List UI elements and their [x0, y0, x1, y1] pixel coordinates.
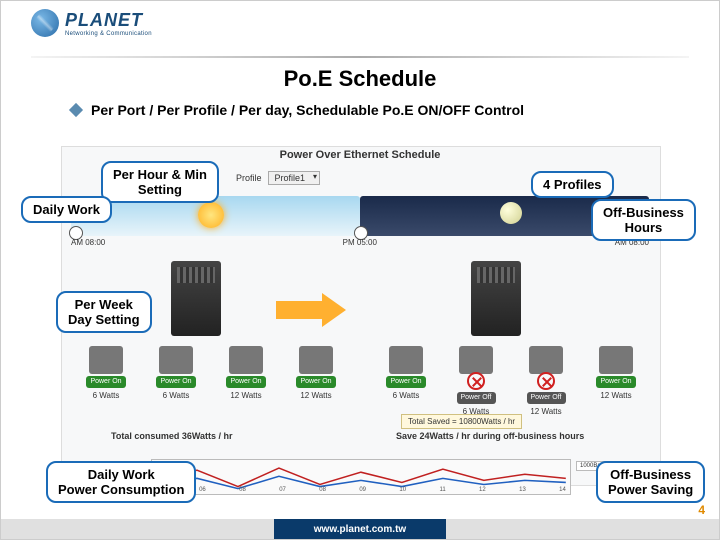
callout-four-profiles: 4 Profiles [531, 171, 614, 198]
power-badge: Power On [296, 376, 335, 388]
brand-tagline: Networking & Communication [65, 31, 152, 37]
callout-off-hours: Off-Business Hours [591, 199, 696, 241]
callout-off-saving: Off-Business Power Saving [596, 461, 705, 503]
ap-icon [529, 346, 563, 374]
callout-daily-work: Daily Work [21, 196, 112, 223]
power-badge: Power On [386, 376, 425, 388]
watts-label: 6 Watts [93, 391, 120, 400]
total-right: Save 24Watts / hr during off-business ho… [396, 431, 584, 441]
watts-label: 12 Watts [300, 391, 331, 400]
arrow-icon [276, 293, 346, 327]
total-left: Total consumed 36Watts / hr [111, 431, 233, 441]
page-number: 4 [698, 503, 705, 517]
power-badge: Power On [86, 376, 125, 388]
brand-name: PLANET [65, 10, 152, 31]
device-item: Power On 12 Watts [216, 346, 276, 436]
phone-icon [89, 346, 123, 374]
time-label-1: AM 08:00 [71, 238, 105, 247]
callout-per-week: Per Week Day Setting [56, 291, 152, 333]
switch-right-icon [471, 261, 521, 336]
callout-daily-power: Daily Work Power Consumption [46, 461, 196, 503]
cross-icon [467, 372, 485, 390]
watts-label: 12 Watts [230, 391, 261, 400]
header-divider [31, 56, 689, 58]
footer-bar: www.planet.com.tw [1, 519, 719, 539]
switch-left-icon [171, 261, 221, 336]
devices-left: Power On 6 Watts Power On 6 Watts Power … [76, 346, 346, 436]
moon-icon [500, 202, 522, 224]
device-item: Power On 6 Watts [146, 346, 206, 436]
device-item: Power On 6 Watts [76, 346, 136, 436]
globe-icon [31, 9, 59, 37]
brand-header: PLANET Networking & Communication [31, 9, 152, 37]
page-title: Po.E Schedule [1, 66, 719, 92]
cross-icon [537, 372, 555, 390]
profile-selector: Profile Profile1 [236, 171, 320, 185]
watts-label: 12 Watts [530, 407, 561, 416]
callout-per-hour: Per Hour & Min Setting [101, 161, 219, 203]
power-badge: Power On [156, 376, 195, 388]
power-badge: Power On [596, 376, 635, 388]
device-item: Power On 12 Watts [586, 346, 646, 436]
footer-url: www.planet.com.tw [314, 524, 406, 535]
bullet-item: Per Port / Per Profile / Per day, Schedu… [71, 101, 679, 119]
profile-label: Profile [236, 173, 262, 183]
chart-x-labels: Jan 06 08 07 08 09 10 11 12 13 14 [156, 487, 566, 493]
watts-label: 6 Watts [163, 391, 190, 400]
profile-dropdown[interactable]: Profile1 [268, 171, 321, 185]
camera-icon [599, 346, 633, 374]
sun-icon [198, 202, 224, 228]
watts-label: 6 Watts [393, 391, 420, 400]
device-item: Power Off 12 Watts [516, 346, 576, 436]
time-label-2: PM 05:00 [343, 238, 377, 247]
power-badge: Power Off [527, 392, 566, 404]
poe-heading: Power Over Ethernet Schedule [1, 149, 719, 161]
phone-icon [459, 346, 493, 374]
phone-icon [389, 346, 423, 374]
phone-icon [159, 346, 193, 374]
diamond-icon [69, 103, 83, 117]
consumption-chart: Jan 06 08 07 08 09 10 11 12 13 14 [151, 459, 571, 495]
power-badge: Power Off [457, 392, 496, 404]
day-night-band: AM 08:00 PM 05:00 AM 08:00 [71, 196, 649, 256]
watts-label: 12 Watts [600, 391, 631, 400]
ap-icon [229, 346, 263, 374]
total-saved: Total Saved = 10800Watts / hr [401, 414, 522, 429]
power-badge: Power On [226, 376, 265, 388]
camera-icon [299, 346, 333, 374]
device-item: Power On 12 Watts [286, 346, 346, 436]
bullet-text: Per Port / Per Profile / Per day, Schedu… [91, 101, 524, 119]
